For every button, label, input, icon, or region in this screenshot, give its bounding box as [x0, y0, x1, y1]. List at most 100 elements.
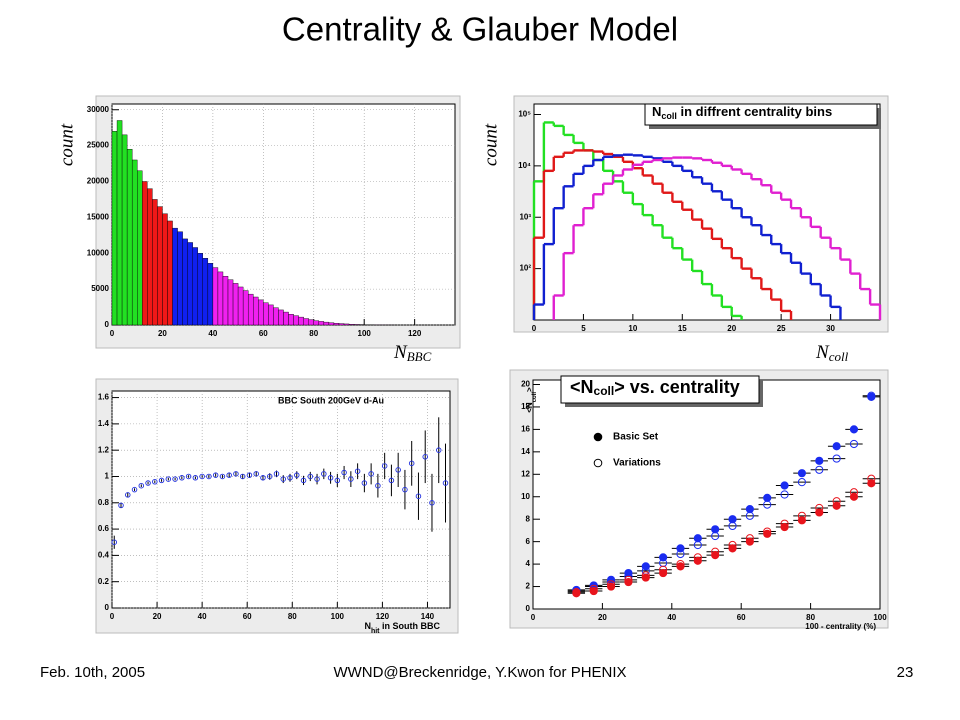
- x-tick-label: 20: [598, 613, 607, 622]
- chart-title: BBC South 200GeV d-Au: [278, 395, 384, 405]
- y-tick-label: 10⁴: [518, 161, 531, 170]
- y-tick-label: 20000: [87, 177, 110, 186]
- data-point: [361, 480, 368, 486]
- chart-title-part: <N: [570, 377, 594, 397]
- x-tick-label: 20: [158, 329, 167, 338]
- histogram-bar: [182, 238, 188, 326]
- y-tick-label: 10³: [519, 212, 531, 221]
- title-box: [560, 375, 760, 404]
- histogram-bar: [283, 311, 289, 326]
- data-point: [429, 500, 435, 506]
- title-box: [644, 103, 878, 126]
- data-point: [797, 469, 807, 478]
- data-point: [111, 539, 118, 545]
- data-point: [422, 454, 428, 460]
- histogram-bar: [247, 293, 254, 326]
- x-axis-label-part: N: [393, 342, 408, 363]
- y-tick-label: 5000: [91, 284, 109, 293]
- x-tick-label: 40: [667, 613, 676, 622]
- data-point: [212, 472, 219, 478]
- y-tick-label: 20: [521, 380, 530, 389]
- x-tick-label: 15: [678, 324, 687, 333]
- histogram-bar: [328, 322, 335, 326]
- data-point: [165, 476, 172, 482]
- data-point: [327, 475, 334, 481]
- histogram-bar: [131, 159, 138, 326]
- data-point: [273, 471, 280, 477]
- histogram-bar: [253, 296, 259, 326]
- data-point: [849, 439, 859, 449]
- data-point: [314, 476, 320, 482]
- data-point: [849, 425, 859, 434]
- histogram-bar: [142, 181, 148, 326]
- x-tick-label: 100: [358, 329, 372, 338]
- x-tick-label: 0: [532, 324, 537, 333]
- histogram-bar: [172, 227, 178, 326]
- histogram-bar: [152, 199, 158, 326]
- footer-credit: WWND@Breckenridge, Y.Kwon for PHENIX: [333, 664, 626, 681]
- data-point: [676, 544, 685, 553]
- histogram-bar: [197, 253, 203, 326]
- y-tick-label: 4: [526, 559, 531, 568]
- data-point: [832, 501, 841, 510]
- x-tick-label: 10: [628, 324, 637, 333]
- histogram-bar: [343, 323, 350, 326]
- y-tick-label: 25000: [87, 141, 110, 150]
- histogram-bar: [116, 120, 123, 326]
- plot-area: [111, 390, 451, 609]
- y-tick-label: 1: [105, 472, 110, 481]
- x-axis-label-part: N: [815, 342, 830, 363]
- y-tick-label: 10⁵: [518, 110, 531, 119]
- y-tick-label: 0.4: [98, 551, 110, 560]
- data-point: [832, 454, 841, 463]
- data-point: [348, 476, 354, 482]
- data-point: [300, 477, 307, 484]
- data-point: [728, 544, 737, 553]
- data-point: [138, 482, 145, 489]
- data-point: [849, 492, 859, 501]
- histogram-bar: [308, 319, 314, 326]
- histogram-bar: [111, 131, 118, 326]
- data-point: [260, 475, 266, 481]
- x-tick-label: 140: [421, 612, 435, 621]
- histogram-bar: [126, 149, 133, 326]
- data-point: [832, 442, 841, 451]
- data-point: [206, 473, 212, 480]
- x-axis-label: 100 - centrality (%): [805, 622, 876, 631]
- data-point: [693, 534, 702, 543]
- histogram-bar: [263, 302, 269, 326]
- data-point: [624, 577, 633, 587]
- data-point: [145, 480, 151, 486]
- x-tick-label: 80: [806, 613, 815, 622]
- data-point: [780, 490, 789, 499]
- data-point: [341, 469, 347, 476]
- data-point: [659, 568, 668, 578]
- data-point: [624, 568, 633, 578]
- histogram-bar: [278, 309, 284, 326]
- x-tick-label: 0: [110, 329, 115, 338]
- x-tick-label: 20: [727, 324, 736, 333]
- histogram-bar: [202, 258, 209, 326]
- histogram-bar: [162, 213, 168, 326]
- data-point: [287, 475, 293, 481]
- legend-label: Basic Set: [613, 432, 659, 443]
- data-point: [442, 480, 449, 486]
- y-tick-label: 16: [521, 425, 530, 434]
- x-tick-label: 80: [309, 329, 318, 338]
- data-point: [780, 522, 789, 532]
- plot-area: [532, 379, 881, 610]
- x-tick-label: 0: [531, 613, 536, 622]
- histogram-bar: [121, 134, 128, 326]
- chart-title-part: > vs. centrality: [614, 377, 740, 397]
- histogram-bar: [167, 220, 173, 326]
- x-tick-label: 30: [826, 324, 835, 333]
- data-point: [763, 493, 772, 502]
- data-point: [711, 525, 720, 534]
- x-tick-label: 60: [737, 613, 746, 622]
- histogram-bar: [207, 263, 214, 326]
- data-point: [233, 471, 239, 477]
- data-point: [131, 486, 138, 493]
- data-point: [415, 493, 422, 499]
- data-point: [693, 556, 702, 565]
